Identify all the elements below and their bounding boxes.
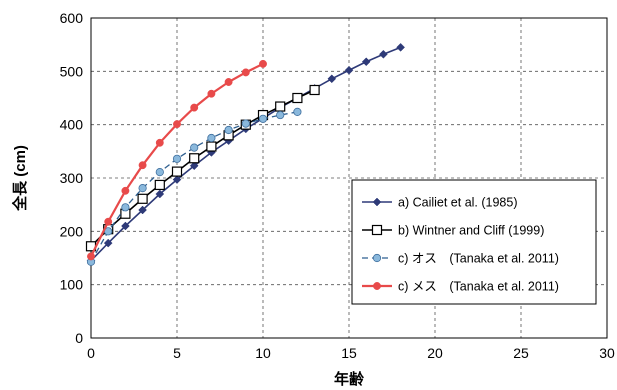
data-point-circle bbox=[224, 125, 233, 135]
y-tick-label: 0 bbox=[75, 330, 83, 346]
data-point-square bbox=[371, 224, 383, 236]
data-point-diamond bbox=[344, 65, 354, 75]
x-tick-label: 0 bbox=[87, 345, 95, 361]
legend: a) Cailiet et al. (1985) b) Wintner and C… bbox=[351, 179, 597, 305]
legend-entry-1: a) Cailiet et al. (1985) bbox=[362, 196, 518, 210]
data-point-square bbox=[171, 166, 183, 177]
legend-label: a) Cailiet et al. (1985) bbox=[398, 196, 518, 210]
data-point-circle bbox=[241, 68, 250, 77]
x-tick-label: 30 bbox=[599, 345, 615, 361]
legend-entry-4: c) メス (Tanaka et al. 2011) bbox=[362, 280, 559, 294]
data-point-circle bbox=[259, 59, 267, 68]
y-tick-label: 100 bbox=[60, 277, 84, 293]
y-tick-label: 300 bbox=[60, 170, 84, 186]
data-point-diamond bbox=[103, 238, 113, 248]
data-point-circle bbox=[104, 217, 113, 226]
series-3 bbox=[86, 107, 302, 266]
y-tick-label: 500 bbox=[60, 63, 84, 79]
data-point-square bbox=[206, 141, 217, 152]
x-tick-label: 10 bbox=[255, 345, 271, 361]
data-point-diamond bbox=[361, 57, 371, 67]
y-tick-label: 200 bbox=[60, 223, 84, 239]
data-point-diamond bbox=[172, 175, 182, 184]
data-point-diamond bbox=[372, 197, 382, 207]
data-point-circle bbox=[155, 168, 164, 177]
data-point-circle bbox=[207, 89, 216, 98]
data-point-circle bbox=[190, 103, 199, 112]
data-point-circle bbox=[121, 186, 130, 195]
x-axis-title: 年齢 bbox=[334, 370, 365, 388]
series-4 bbox=[87, 59, 267, 261]
data-point-circle bbox=[172, 154, 182, 163]
x-tick-label: 25 bbox=[513, 345, 529, 361]
plot-area-frame bbox=[90, 17, 608, 339]
data-point-square bbox=[275, 101, 286, 112]
data-point-diamond bbox=[155, 189, 165, 199]
data-point-circle bbox=[373, 282, 381, 290]
data-point-circle bbox=[372, 253, 382, 263]
x-tick-label: 15 bbox=[341, 345, 357, 361]
data-point-circle bbox=[155, 138, 164, 147]
data-point-circle bbox=[173, 120, 181, 129]
data-point-circle bbox=[121, 203, 130, 212]
data-point-circle bbox=[224, 78, 233, 86]
data-point-circle bbox=[207, 133, 216, 143]
y-tick-label: 400 bbox=[60, 117, 84, 133]
data-point-circle bbox=[276, 110, 285, 120]
data-point-square bbox=[154, 179, 165, 191]
data-point-circle bbox=[190, 143, 199, 152]
data-point-square bbox=[137, 193, 148, 204]
data-point-square bbox=[309, 84, 320, 96]
data-point-diamond bbox=[379, 49, 388, 59]
data-point-circle bbox=[258, 114, 268, 123]
data-point-diamond bbox=[121, 221, 130, 231]
data-point-circle bbox=[293, 107, 302, 116]
data-point-circle bbox=[87, 252, 95, 261]
data-point-circle bbox=[241, 119, 250, 128]
legend-box bbox=[351, 179, 597, 305]
data-point-diamond bbox=[189, 161, 199, 171]
x-tick-label: 20 bbox=[427, 345, 443, 361]
legend-label: c) メス (Tanaka et al. 2011) bbox=[398, 280, 559, 294]
data-point-diamond bbox=[138, 205, 147, 215]
legend-entry-2: b) Wintner and Cliff (1999) bbox=[362, 224, 544, 238]
y-tick-label: 600 bbox=[60, 10, 84, 26]
legend-entry-3: c) オス (Tanaka et al. 2011) bbox=[362, 252, 559, 266]
data-point-diamond bbox=[396, 42, 405, 52]
data-point-diamond bbox=[327, 74, 337, 84]
series-line bbox=[90, 111, 298, 263]
data-point-square bbox=[292, 92, 303, 104]
x-axis-tick-labels: 0 5 10 15 20 25 30 bbox=[87, 345, 615, 361]
data-point-circle bbox=[138, 184, 147, 193]
series-2 bbox=[85, 84, 320, 252]
data-point-square bbox=[189, 153, 200, 164]
legend-label: b) Wintner and Cliff (1999) bbox=[398, 224, 544, 238]
series-layer bbox=[85, 42, 405, 266]
data-point-circle bbox=[138, 161, 147, 170]
y-axis-title: 全長 (cm) bbox=[11, 145, 29, 212]
legend-label: c) オス (Tanaka et al. 2011) bbox=[398, 252, 559, 266]
y-axis-tick-labels: 0 100 200 300 400 500 600 bbox=[60, 10, 84, 346]
x-tick-label: 5 bbox=[173, 345, 181, 361]
